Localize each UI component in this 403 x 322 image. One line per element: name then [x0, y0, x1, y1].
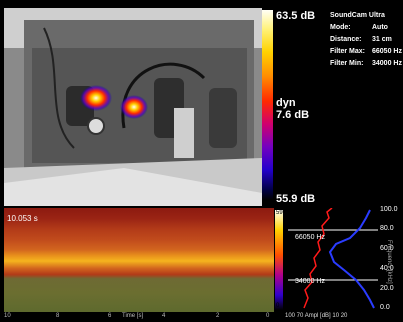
device-info-panel: SoundCam Ultra Mode: Auto Distance: 31 cm … [330, 10, 402, 70]
info-filter-max: Filter Max: 66050 Hz [330, 48, 402, 55]
time-tick: 8 [56, 313, 60, 319]
time-tick: 0 [266, 313, 270, 319]
time-tick: 2 [216, 313, 220, 319]
frequency-axis-label: Frequency [kHz] [386, 240, 392, 284]
freq-tick: 80.0 [380, 225, 394, 232]
mini-scale-bottom: 0 [276, 303, 280, 309]
amplitude-trace [303, 207, 333, 309]
time-tick: 10 [4, 313, 11, 319]
color-scale-bar [262, 10, 273, 200]
spectrum-panel [274, 207, 378, 312]
spectrogram-time-axis: 10 8 6 Time [s] 4 2 0 [4, 312, 276, 322]
info-filter-min: Filter Min: 34000 Hz [330, 60, 402, 67]
hotspot-1 [80, 85, 112, 111]
camera-view [4, 8, 262, 206]
spectrogram: 10.053 s [4, 208, 274, 312]
freq-tick: 0.0 [380, 304, 390, 311]
filter-max-freq-label: 66050 Hz [295, 234, 325, 241]
time-tick: 6 [108, 313, 112, 319]
scale-range-label: 7.6 dB [276, 109, 310, 121]
device-title: SoundCam Ultra [330, 12, 385, 19]
info-mode: Mode: Auto [330, 24, 388, 31]
scale-max-label: 63.5 dB [276, 10, 316, 22]
spectrum-trace [328, 209, 375, 309]
freq-tick: 20.0 [380, 285, 394, 292]
amplitude-axis: 100 70 Ampl [dB] 10 20 [285, 313, 348, 319]
time-axis-label: Time [s] [122, 313, 144, 319]
scale-mode-label: dyn [276, 97, 296, 109]
camera-scene [4, 8, 262, 206]
mini-color-scale [275, 210, 283, 310]
spectrum-plot [288, 207, 378, 309]
mini-scale-top: 59 [276, 210, 283, 216]
freq-tick: 60.0 [380, 245, 394, 252]
freq-tick: 40.0 [380, 265, 394, 272]
time-tick: 4 [162, 313, 166, 319]
filter-min-freq-label: 34000 Hz [295, 278, 325, 285]
hotspot-2 [120, 95, 148, 119]
scale-min-label: 55.9 dB [276, 193, 316, 205]
freq-tick: 100.0 [380, 206, 398, 213]
spectrogram-time: 10.053 s [7, 214, 38, 223]
info-distance: Distance: 31 cm [330, 36, 392, 43]
